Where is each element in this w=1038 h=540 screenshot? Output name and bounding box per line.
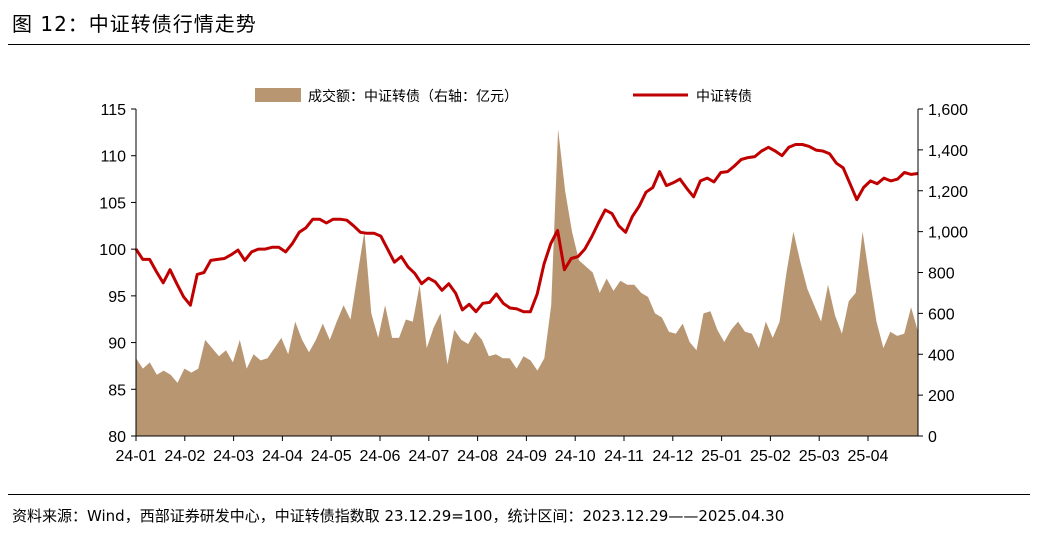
x-tick-label: 24-01: [116, 448, 157, 465]
left-tick-label: 110: [100, 149, 126, 166]
right-tick-label: 1,000: [928, 225, 968, 242]
x-tick-label: 24-02: [164, 448, 205, 465]
left-tick-label: 105: [99, 195, 126, 212]
volume-area-layer: [136, 129, 918, 436]
legend-label-index: 中证转债: [696, 88, 752, 104]
x-tick-label: 24-12: [652, 448, 693, 465]
x-tick-label: 24-03: [213, 448, 254, 465]
left-tick-label: 100: [99, 242, 126, 259]
legend-label-volume: 成交额：中证转债（右轴：亿元）: [308, 88, 518, 104]
left-tick-label: 80: [108, 429, 126, 446]
index-line: [134, 143, 919, 314]
x-tick-label: 25-01: [701, 448, 742, 465]
x-tick-label: 25-02: [750, 448, 791, 465]
source-note: 资料来源：Wind，西部证券研发中心，中证转债指数取 23.12.29=100，…: [12, 507, 785, 525]
x-tick-label: 24-11: [604, 448, 644, 465]
figure-title: 图 12：中证转债行情走势: [12, 12, 257, 36]
x-tick-label: 24-07: [408, 448, 449, 465]
chart: 成交额：中证转债（右轴：亿元） 中证转债 80 85 90 95 100 105 110 11…: [99, 88, 968, 465]
right-tick-label: 1,400: [928, 143, 968, 160]
left-tick-label: 85: [108, 382, 126, 399]
right-tick-label: 1,200: [928, 184, 968, 201]
x-tick-label: 24-08: [457, 448, 498, 465]
source-rule: [8, 494, 1030, 495]
right-tick-label: 400: [928, 347, 955, 364]
axes-layer: 80 85 90 95 100 105 110 115 0 200 400 600 800 1,000 1,…: [99, 102, 968, 465]
left-tick-label: 115: [100, 102, 126, 119]
left-tick-label: 95: [108, 289, 126, 306]
right-tick-label: 600: [928, 306, 955, 323]
index-line-layer: [134, 143, 919, 314]
volume-area: [136, 129, 918, 436]
legend: 成交额：中证转债（右轴：亿元） 中证转债: [255, 88, 752, 104]
x-tick-label: 25-04: [848, 448, 889, 465]
x-tick-label: 25-03: [799, 448, 840, 465]
x-tick-label: 24-09: [506, 448, 547, 465]
right-tick-label: 0: [928, 429, 937, 446]
x-tick-label: 24-05: [311, 448, 352, 465]
right-tick-label: 200: [928, 388, 955, 405]
x-tick-label: 24-06: [360, 448, 401, 465]
x-tick-label: 24-10: [555, 448, 596, 465]
right-tick-label: 1,600: [928, 102, 968, 119]
left-tick-label: 90: [108, 336, 126, 353]
right-tick-label: 800: [928, 266, 955, 283]
title-rule: [8, 44, 1030, 45]
legend-swatch-volume: [255, 88, 301, 102]
x-tick-label: 24-04: [262, 448, 303, 465]
